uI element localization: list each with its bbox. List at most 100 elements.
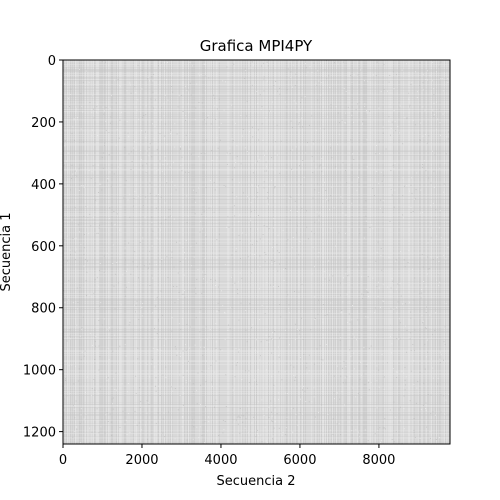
heatmap-cell — [195, 317, 197, 319]
heatmap-cell — [216, 137, 218, 139]
heatmap-cell — [126, 121, 128, 123]
heatmap-cell — [271, 375, 273, 377]
heatmap-cell — [389, 325, 391, 327]
heatmap-cell — [151, 359, 153, 361]
heatmap-cell — [322, 390, 324, 392]
heatmap-cell — [343, 277, 344, 279]
heatmap-cell — [286, 89, 288, 90]
heatmap-cell — [89, 102, 91, 103]
heatmap-column-band — [399, 60, 400, 444]
heatmap-cell — [84, 247, 86, 249]
heatmap-cell — [353, 336, 355, 338]
heatmap-cell — [416, 172, 418, 174]
heatmap-cell — [171, 257, 173, 259]
heatmap-cell — [410, 206, 412, 208]
heatmap-cell — [382, 300, 384, 302]
heatmap-cell — [395, 260, 397, 262]
heatmap-cell — [391, 343, 393, 345]
heatmap-cell — [246, 412, 248, 414]
heatmap-cell — [218, 127, 220, 128]
heatmap-cell — [86, 271, 88, 273]
heatmap-cell — [422, 320, 424, 322]
heatmap-cell — [237, 281, 239, 283]
heatmap-cell — [195, 107, 197, 109]
heatmap-cell — [152, 230, 154, 232]
heatmap-cell — [256, 91, 258, 92]
heatmap-cell — [163, 345, 165, 347]
heatmap-cell — [134, 410, 136, 412]
heatmap-column-band — [390, 60, 391, 444]
heatmap-cell — [185, 115, 187, 117]
heatmap-cell — [334, 166, 336, 168]
heatmap-cell — [345, 233, 346, 235]
heatmap-cell — [223, 185, 225, 186]
heatmap-cell — [433, 88, 435, 90]
heatmap-cell — [305, 67, 307, 69]
heatmap-cell — [411, 268, 413, 270]
heatmap-cell — [318, 165, 320, 167]
heatmap-cell — [169, 209, 171, 211]
heatmap-cell — [417, 91, 419, 93]
heatmap-cell — [94, 389, 96, 391]
heatmap-cell — [347, 275, 349, 277]
heatmap-cell — [299, 165, 300, 167]
heatmap-cell — [101, 189, 103, 191]
heatmap-cell — [183, 293, 185, 295]
heatmap-column-band — [256, 60, 257, 444]
heatmap-column-band — [104, 60, 105, 444]
heatmap-column-band — [246, 60, 247, 444]
heatmap-column-band — [262, 60, 263, 444]
heatmap-cell — [190, 94, 192, 96]
heatmap-column-band — [349, 60, 350, 444]
heatmap-row-band — [63, 181, 450, 182]
heatmap-cell — [243, 415, 245, 417]
heatmap-column-band — [409, 60, 410, 444]
heatmap-cell — [184, 77, 186, 79]
heatmap-cell — [83, 234, 85, 235]
heatmap-cell — [195, 192, 197, 194]
heatmap-cell — [215, 341, 217, 343]
heatmap-cell — [93, 379, 95, 380]
heatmap-cell — [314, 189, 316, 191]
heatmap-cell — [124, 146, 126, 148]
heatmap-cell — [296, 111, 298, 113]
heatmap-cell — [422, 106, 424, 108]
heatmap-cell — [250, 242, 252, 244]
heatmap-row-band — [63, 111, 450, 112]
heatmap-cell — [229, 153, 231, 155]
heatmap-cell — [239, 239, 241, 241]
heatmap-cell — [142, 165, 144, 167]
heatmap-cell — [345, 273, 347, 275]
heatmap-cell — [226, 163, 228, 165]
heatmap-cell — [308, 354, 310, 356]
heatmap-column-band — [164, 60, 165, 444]
heatmap-cell — [185, 349, 187, 351]
heatmap-cell — [210, 279, 212, 280]
heatmap-cell — [234, 215, 236, 217]
heatmap-row-band — [63, 170, 450, 171]
heatmap-cell — [401, 442, 403, 444]
heatmap-row-band — [63, 297, 450, 298]
heatmap-column-band — [151, 60, 152, 444]
heatmap-cell — [86, 154, 88, 156]
heatmap-cell — [402, 303, 403, 305]
heatmap-cell — [296, 225, 298, 227]
heatmap-cell — [389, 74, 391, 76]
heatmap-column-band — [403, 60, 404, 444]
heatmap-cell — [306, 387, 308, 389]
heatmap-cell — [211, 160, 213, 161]
heatmap-cell — [154, 126, 156, 128]
heatmap-cell — [94, 278, 96, 280]
heatmap-cell — [70, 189, 71, 191]
heatmap-row-band — [63, 402, 450, 403]
heatmap-cell — [99, 388, 101, 390]
heatmap-cell — [91, 109, 93, 111]
heatmap-column-band — [337, 60, 338, 444]
heatmap-cell — [181, 94, 182, 96]
heatmap-cell — [274, 186, 276, 187]
heatmap-cell — [368, 382, 369, 384]
heatmap-cell — [164, 94, 166, 96]
heatmap-cell — [426, 306, 427, 308]
heatmap-cell — [434, 330, 436, 332]
heatmap-row-band — [63, 141, 450, 142]
